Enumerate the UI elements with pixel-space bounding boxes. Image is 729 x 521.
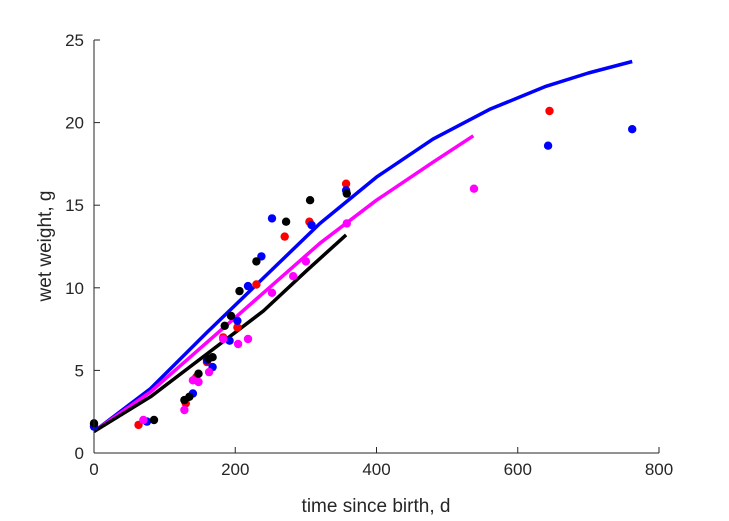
data-point xyxy=(139,415,148,425)
data-point xyxy=(204,367,214,377)
x-tick-label: 400 xyxy=(362,460,390,479)
y-tick-label: 20 xyxy=(65,114,84,133)
data-point xyxy=(185,392,194,401)
data-point xyxy=(341,179,351,188)
data-point xyxy=(545,106,554,116)
fit-curve xyxy=(92,134,475,433)
data-point xyxy=(208,353,217,362)
y-axis-label: wet weight, g xyxy=(35,191,56,303)
data-point xyxy=(194,377,203,387)
data-point xyxy=(267,214,277,223)
data-point xyxy=(342,189,351,198)
data-point xyxy=(149,415,159,425)
y-axis-ticks: 0 5 10 15 20 25 xyxy=(65,31,100,463)
x-tick-label: 600 xyxy=(504,460,532,479)
x-tick-label: 0 xyxy=(89,460,98,479)
data-point xyxy=(252,257,261,266)
data-point xyxy=(233,323,242,332)
x-axis-label: time since birth, d xyxy=(302,496,451,517)
data-point xyxy=(301,257,311,266)
data-point xyxy=(243,281,253,291)
data-point xyxy=(342,219,351,228)
fit-curve xyxy=(92,59,633,433)
x-axis-ticks: 0 200 400 600 800 xyxy=(89,447,673,479)
y-tick-label: 10 xyxy=(65,279,84,298)
data-point xyxy=(235,286,244,296)
data-point xyxy=(226,311,236,321)
y-tick-label: 15 xyxy=(65,196,84,215)
x-tick-label: 800 xyxy=(645,460,673,479)
data-point xyxy=(543,141,553,150)
data-point xyxy=(267,288,277,297)
fit-curve xyxy=(93,233,348,433)
y-tick-label: 5 xyxy=(75,361,84,380)
data-point xyxy=(225,336,234,345)
data-point xyxy=(233,339,243,349)
data-point xyxy=(180,405,189,415)
data-point xyxy=(469,184,479,193)
data-point xyxy=(220,321,229,330)
data-point xyxy=(243,334,253,344)
data-points xyxy=(89,106,637,431)
fitted-curves xyxy=(92,59,633,433)
y-tick-label: 25 xyxy=(65,31,84,50)
data-point xyxy=(233,316,242,325)
y-tick-label: 0 xyxy=(75,444,84,463)
data-point xyxy=(219,334,228,344)
data-point xyxy=(289,272,298,281)
data-point xyxy=(252,280,261,289)
data-point xyxy=(628,125,637,134)
data-point xyxy=(280,232,289,241)
data-point xyxy=(307,220,316,230)
data-point xyxy=(281,217,291,226)
data-point xyxy=(305,196,315,205)
x-tick-label: 200 xyxy=(221,460,249,479)
data-point xyxy=(194,369,203,378)
